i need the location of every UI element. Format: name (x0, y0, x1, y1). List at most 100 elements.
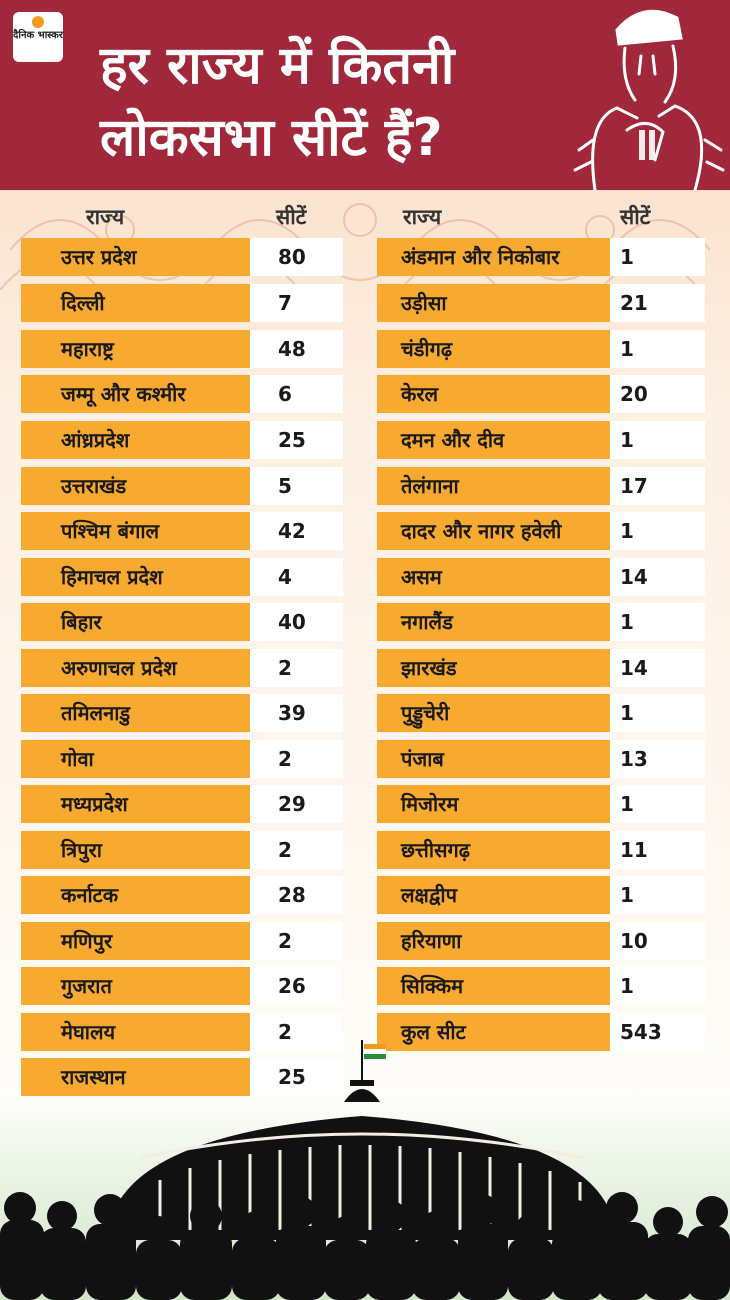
seat-count: 1 (610, 876, 705, 914)
state-name: छत्तीसगढ़ (377, 831, 610, 869)
table-row: आंध्रप्रदेश 25 (21, 421, 343, 459)
table-row: त्रिपुरा 2 (21, 831, 343, 869)
seat-count: 1 (610, 603, 705, 641)
seat-count: 14 (610, 649, 705, 687)
state-name: मध्यप्रदेश (21, 785, 250, 823)
seat-count: 26 (250, 967, 343, 1005)
seat-count: 13 (610, 740, 705, 778)
state-name: हिमाचल प्रदेश (21, 558, 250, 596)
table-row: दादर और नागर हवेली 1 (377, 512, 705, 550)
table-row: पश्चिम बंगाल 42 (21, 512, 343, 550)
table-row: सिक्किम 1 (377, 967, 705, 1005)
state-name: असम (377, 558, 610, 596)
state-name: दिल्ली (21, 284, 250, 322)
table-row: हिमाचल प्रदेश 4 (21, 558, 343, 596)
table-row: उत्तर प्रदेश 80 (21, 238, 343, 276)
table-row: पुड्डुचेरी 1 (377, 694, 705, 732)
state-name: महाराष्ट्र (21, 330, 250, 368)
right-seats-header: सीटें (620, 205, 651, 229)
total-row: कुल सीट 543 (377, 1013, 705, 1051)
seat-count: 1 (610, 785, 705, 823)
table-row: कर्नाटक 28 (21, 876, 343, 914)
state-name: पश्चिम बंगाल (21, 512, 250, 550)
state-name: उत्तर प्रदेश (21, 238, 250, 276)
sun-icon (32, 16, 44, 28)
table-row: नगालैंड 1 (377, 603, 705, 641)
state-name: गुजरात (21, 967, 250, 1005)
table-row: चंडीगढ़ 1 (377, 330, 705, 368)
table-row: अंडमान और निकोबार 1 (377, 238, 705, 276)
table-row: बिहार 40 (21, 603, 343, 641)
seat-count: 40 (250, 603, 343, 641)
seat-count: 7 (250, 284, 343, 322)
seat-count: 25 (250, 421, 343, 459)
state-name: तमिलनाडु (21, 694, 250, 732)
seat-count: 2 (250, 649, 343, 687)
state-name: दमन और दीव (377, 421, 610, 459)
state-name: पुड्डुचेरी (377, 694, 610, 732)
state-name: दादर और नागर हवेली (377, 512, 610, 550)
seat-count: 42 (250, 512, 343, 550)
table-row: झारखंड 14 (377, 649, 705, 687)
table-row: केरल 20 (377, 375, 705, 413)
seat-count: 80 (250, 238, 343, 276)
table-row: उत्तराखंड 5 (21, 467, 343, 505)
state-name: मणिपुर (21, 922, 250, 960)
seat-count: 21 (610, 284, 705, 322)
state-name: चंडीगढ़ (377, 330, 610, 368)
table-row: असम 14 (377, 558, 705, 596)
table-row: दमन और दीव 1 (377, 421, 705, 459)
state-name: उत्तराखंड (21, 467, 250, 505)
seat-count: 11 (610, 831, 705, 869)
state-name: सिक्किम (377, 967, 610, 1005)
seat-count: 1 (610, 694, 705, 732)
seat-count: 25 (250, 1058, 343, 1096)
seat-count: 20 (610, 375, 705, 413)
title-line-1: हर राज्य में कितनी (100, 36, 455, 96)
table-row: अरुणाचल प्रदेश 2 (21, 649, 343, 687)
total-label: कुल सीट (377, 1013, 610, 1051)
state-name: त्रिपुरा (21, 831, 250, 869)
state-name: अंडमान और निकोबार (377, 238, 610, 276)
seat-count: 1 (610, 238, 705, 276)
state-name: पंजाब (377, 740, 610, 778)
table-row: राजस्थान 25 (21, 1058, 343, 1096)
header-banner: दैनिक भास्कर हर राज्य में कितनी लोकसभा स… (0, 0, 730, 190)
seat-count: 1 (610, 967, 705, 1005)
table-row: महाराष्ट्र 48 (21, 330, 343, 368)
state-name: कर्नाटक (21, 876, 250, 914)
state-name: मिजोरम (377, 785, 610, 823)
table-row: दिल्ली 7 (21, 284, 343, 322)
state-name: जम्मू और कश्मीर (21, 375, 250, 413)
table-row: लक्षद्वीप 1 (377, 876, 705, 914)
page-title: हर राज्य में कितनी लोकसभा सीटें हैं? (100, 30, 570, 174)
seat-count: 39 (250, 694, 343, 732)
right-state-header: राज्य (403, 205, 442, 229)
seat-count: 6 (250, 375, 343, 413)
state-name: तेलंगाना (377, 467, 610, 505)
left-state-header: राज्य (86, 205, 125, 229)
table-row: उड़ीसा 21 (377, 284, 705, 322)
state-name: झारखंड (377, 649, 610, 687)
state-name: हरियाणा (377, 922, 610, 960)
table-row: मणिपुर 2 (21, 922, 343, 960)
table-row: मेघालय 2 (21, 1013, 343, 1051)
table-row: गुजरात 26 (21, 967, 343, 1005)
table-row: हरियाणा 10 (377, 922, 705, 960)
seat-count: 10 (610, 922, 705, 960)
state-name: गोवा (21, 740, 250, 778)
table-row: मध्यप्रदेश 29 (21, 785, 343, 823)
seat-count: 14 (610, 558, 705, 596)
state-name: लक्षद्वीप (377, 876, 610, 914)
total-seat-count: 543 (610, 1013, 705, 1051)
table-row: पंजाब 13 (377, 740, 705, 778)
state-name: केरल (377, 375, 610, 413)
state-name: राजस्थान (21, 1058, 250, 1096)
left-seats-header: सीटें (276, 205, 307, 229)
logo-text: दैनिक भास्कर (13, 30, 63, 41)
table-row: तमिलनाडु 39 (21, 694, 343, 732)
title-line-2: लोकसभा सीटें हैं? (100, 108, 443, 168)
parliament-silhouette-icon (0, 1040, 730, 1300)
state-name: उड़ीसा (377, 284, 610, 322)
table-row: तेलंगाना 17 (377, 467, 705, 505)
